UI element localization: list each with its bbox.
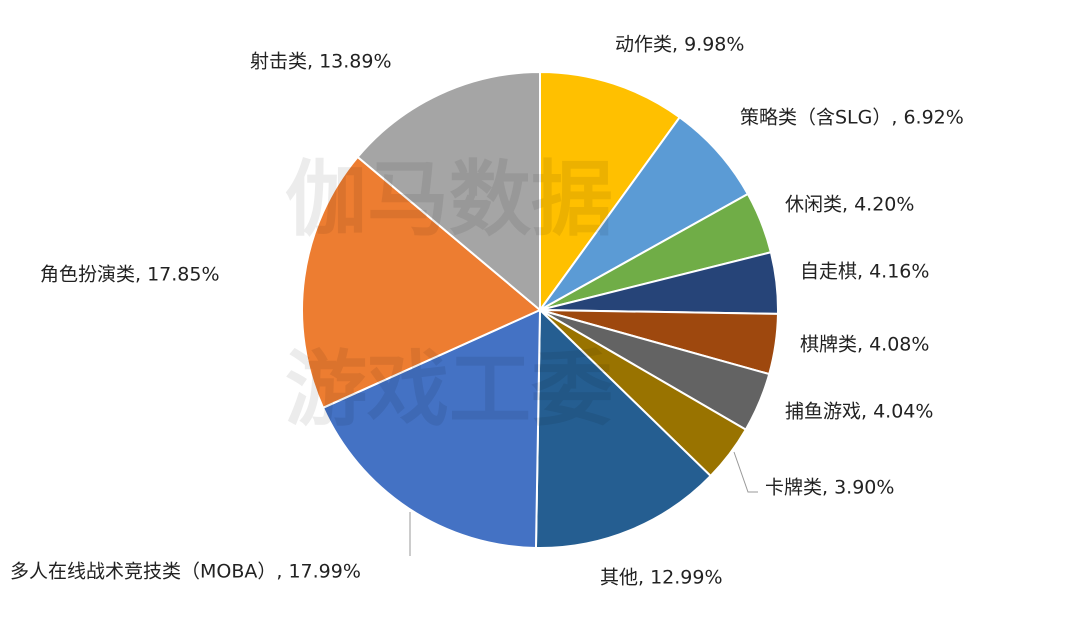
pie-slice [321,308,542,549]
data-label: 动作类, 9.98% [615,34,744,56]
data-label: 其他, 12.99% [600,567,723,589]
watermark: 游戏工委 [285,342,613,437]
data-label: 多人在线战术竞技类（MOBA）, 17.99% [10,561,361,583]
pie-slice [301,155,542,410]
leader-line [733,451,758,493]
data-label: 自走棋, 4.16% [800,261,929,283]
pie-slice [539,70,682,314]
pie [301,70,779,549]
pie-slice [534,307,713,549]
data-label: 捕鱼游戏, 4.04% [785,401,933,423]
data-label: 射击类, 13.89% [250,51,392,73]
pie-slice [356,70,541,313]
data-label: 策略类（含SLG）, 6.92% [740,107,964,129]
data-label: 休闲类, 4.20% [785,194,914,216]
data-label: 棋牌类, 4.08% [800,334,929,356]
data-label: 角色扮演类, 17.85% [40,264,220,286]
pie-slice [539,115,750,311]
watermark: 伽马数据 [285,152,613,247]
data-label: 卡牌类, 3.90% [765,477,894,499]
